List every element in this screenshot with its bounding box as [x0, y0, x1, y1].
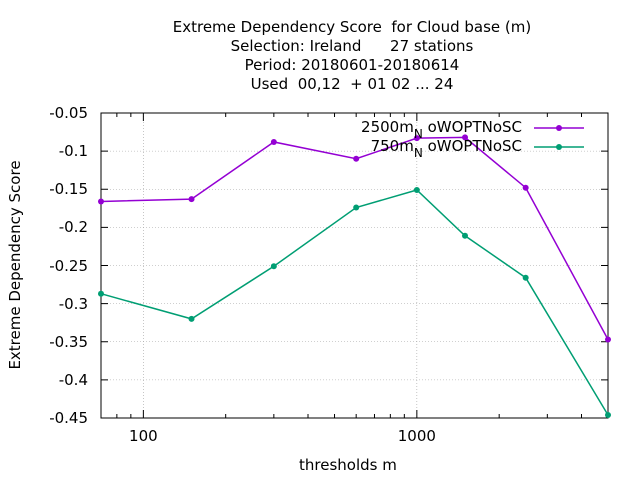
legend: [534, 125, 584, 150]
data-point: [462, 232, 469, 239]
y-tick-label: -0.1: [58, 142, 88, 161]
title-line-1: Extreme Dependency Score for Cloud base …: [172, 18, 532, 36]
data-point: [605, 411, 611, 418]
data-point: [353, 155, 360, 162]
series-line: [100, 136, 609, 340]
title-line-3: Period: 20180601-20180614: [244, 56, 460, 74]
y-tick-label: -0.35: [49, 332, 88, 351]
legend-label-rest: oWOPTNoSC: [422, 137, 522, 155]
data-point: [188, 315, 195, 322]
y-tick-label: -0.4: [58, 370, 88, 389]
y-tick-label: -0.45: [49, 409, 88, 427]
data-point: [462, 134, 469, 141]
data-point: [98, 290, 104, 297]
title-line-2: Selection: Ireland 27 stations: [230, 37, 474, 55]
data-point: [98, 198, 104, 205]
title-line-4: Used 00,12 + 01 02 ... 24: [250, 75, 454, 93]
data-point: [413, 135, 420, 142]
legend-label: 2500mN oWOPTNoSC: [322, 118, 522, 141]
legend-label-sub: N: [413, 127, 423, 141]
series: [98, 134, 611, 418]
legend-label-sub: N: [413, 146, 423, 160]
data-point: [353, 204, 360, 211]
legend-marker: [556, 144, 562, 150]
legend-label-rest: oWOPTNoSC: [422, 118, 522, 136]
data-point: [413, 187, 420, 194]
data-point: [270, 263, 277, 270]
legend-label: 750mN oWOPTNoSC: [322, 137, 522, 160]
series-line: [100, 189, 609, 416]
y-tick-label: -0.25: [49, 256, 88, 275]
x-tick-label: 1000: [397, 427, 436, 445]
y-tick-label: -0.05: [49, 104, 88, 122]
x-axis-label: thresholds m: [299, 456, 397, 474]
y-tick-label: -0.15: [49, 180, 88, 199]
data-point: [605, 336, 611, 343]
y-tick-label: -0.3: [58, 294, 88, 313]
data-point: [522, 184, 529, 191]
axis-ticks: [101, 112, 608, 419]
x-tick-label: 100: [129, 427, 158, 445]
data-point: [270, 138, 277, 145]
data-point: [188, 196, 195, 203]
y-axis-label: Extreme Dependency Score: [6, 160, 24, 370]
y-tick-label: -0.2: [58, 218, 88, 237]
grid: [101, 113, 608, 418]
legend-label-main: 2500m: [361, 118, 414, 136]
legend-label-main: 750m: [370, 137, 414, 155]
data-point: [522, 274, 529, 281]
legend-marker: [556, 125, 562, 131]
